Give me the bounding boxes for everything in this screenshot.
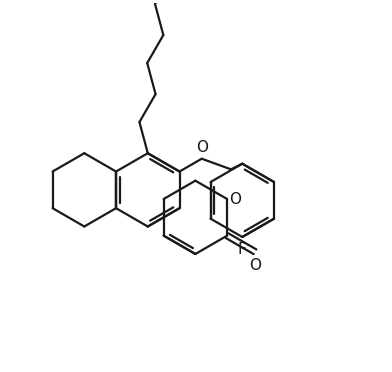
Text: O: O <box>249 257 261 273</box>
Text: O: O <box>196 140 209 155</box>
Text: F: F <box>238 242 247 257</box>
Text: O: O <box>229 192 241 206</box>
